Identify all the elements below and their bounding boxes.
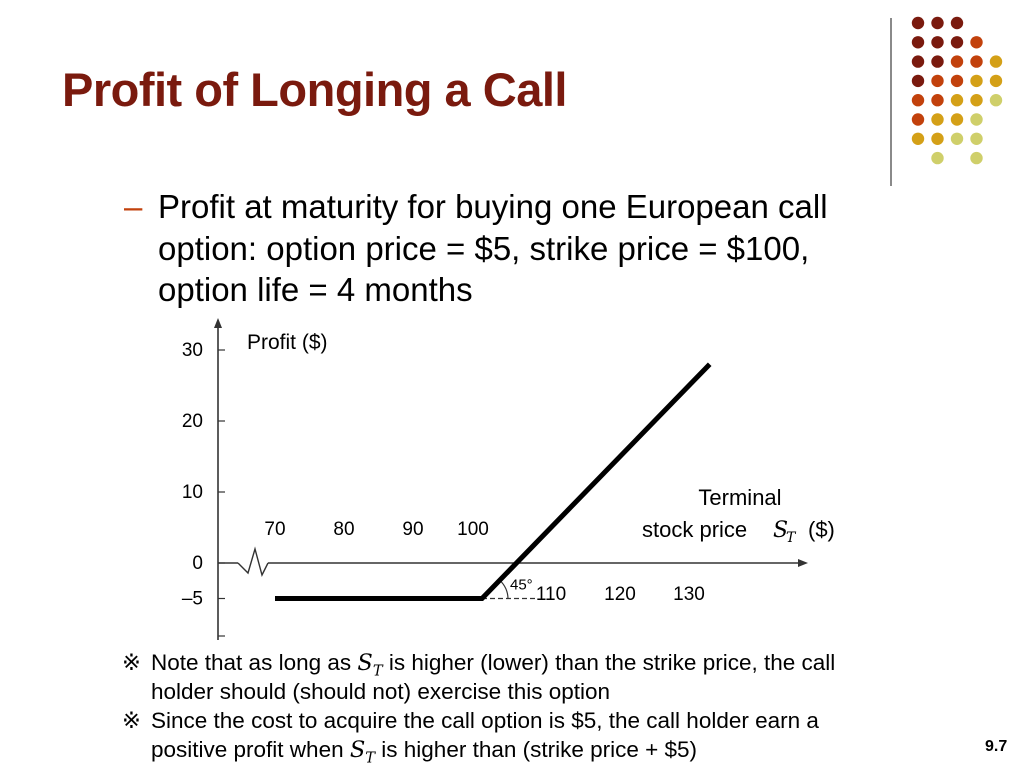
bullet-line-3: option life = 4 months bbox=[158, 271, 473, 308]
x-axis-label-line-2: stock price bbox=[642, 517, 747, 542]
note-1-line-1: Note that as long as ST is higher (lower… bbox=[151, 650, 836, 680]
title-divider-line bbox=[890, 18, 892, 186]
y-tick-label: 0 bbox=[192, 553, 203, 574]
x-tick-label: 90 bbox=[402, 519, 423, 540]
y-axis-label: Profit ($) bbox=[247, 331, 328, 354]
y-tick-label: 30 bbox=[182, 340, 203, 361]
x-tick-label: 70 bbox=[264, 519, 285, 540]
x-axis-label-line-1: Terminal bbox=[698, 485, 781, 510]
slide-number: 9.7 bbox=[985, 738, 1008, 755]
bullet-dash: – bbox=[124, 188, 143, 225]
note-2-line-1: Since the cost to acquire the call optio… bbox=[151, 708, 819, 733]
angle-arc bbox=[499, 580, 509, 599]
note-1-mark: ※ bbox=[122, 650, 141, 675]
x-axis-break bbox=[237, 546, 269, 577]
x-axis-arrow bbox=[798, 559, 808, 567]
bullet-line-2: option: option price = $5, strike price … bbox=[158, 229, 810, 267]
slide-title: Profit of Longing a Call bbox=[62, 63, 567, 116]
profit-line bbox=[275, 362, 712, 601]
y-tick-label: –5 bbox=[182, 589, 203, 610]
x-axis-label-symbol-sub: T bbox=[786, 530, 797, 546]
angle-annotation: 45° bbox=[510, 577, 533, 594]
bullet-line-1: Profit at maturity for buying one Europe… bbox=[158, 188, 828, 225]
y-tick-label: 20 bbox=[182, 411, 203, 432]
y-axis-arrow bbox=[214, 318, 222, 328]
st-symbol: ST bbox=[357, 650, 383, 680]
x-tick-label: 80 bbox=[333, 519, 354, 540]
x-axis-label-unit: ($) bbox=[808, 517, 835, 542]
note-1-line-2: holder should (should not) exercise this… bbox=[151, 679, 611, 704]
x-axis-label-symbol: S bbox=[773, 518, 788, 543]
note-2-line-2: positive profit when ST is higher than (… bbox=[151, 737, 698, 767]
note-2-mark: ※ bbox=[122, 708, 141, 733]
x-tick-label: 100 bbox=[457, 519, 489, 540]
x-tick-label: 130 bbox=[673, 584, 705, 605]
st-symbol: ST bbox=[349, 737, 376, 767]
x-tick-label: 110 bbox=[536, 584, 566, 605]
x-tick-label: 120 bbox=[604, 584, 636, 605]
y-tick-label: 10 bbox=[182, 482, 203, 503]
